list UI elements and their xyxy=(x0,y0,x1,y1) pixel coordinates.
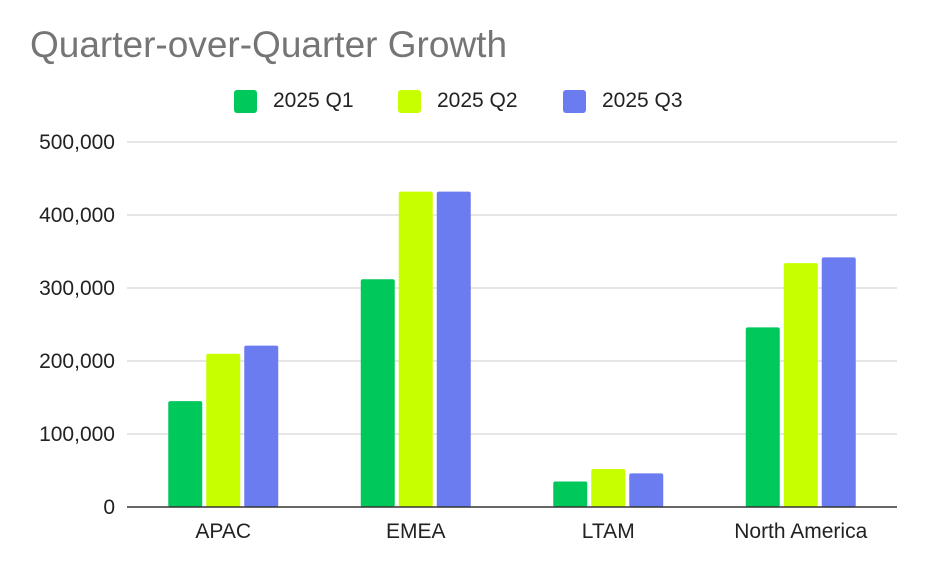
bar-north-america-2025-q2[interactable] xyxy=(783,263,818,507)
x-tick-label: North America xyxy=(734,520,867,543)
legend-swatch-q3 xyxy=(563,89,586,113)
x-tick-label: APAC xyxy=(195,520,251,543)
bar-ltam-2025-q3[interactable] xyxy=(629,473,664,507)
legend-swatch-q1 xyxy=(234,89,257,113)
x-axis-ticks: APAC EMEA LTAM North America xyxy=(195,520,867,543)
bar-ltam-2025-q1[interactable] xyxy=(553,481,588,507)
chart-title: Quarter-over-Quarter Growth xyxy=(30,24,508,65)
legend-item-q3[interactable]: 2025 Q3 xyxy=(563,86,683,116)
gridlines xyxy=(127,141,897,435)
y-tick-label: 0 xyxy=(103,496,115,519)
bar-emea-2025-q1[interactable] xyxy=(360,279,395,507)
bar-emea-2025-q3[interactable] xyxy=(436,191,471,507)
y-tick-label: 100,000 xyxy=(39,423,115,446)
bar-apac-2025-q3[interactable] xyxy=(244,345,279,507)
y-tick-label: 500,000 xyxy=(39,131,115,154)
bars xyxy=(168,191,856,507)
legend-label-q2: 2025 Q2 xyxy=(437,89,518,112)
legend-item-q2[interactable]: 2025 Q2 xyxy=(398,86,518,116)
legend: 2025 Q1 2025 Q2 2025 Q3 xyxy=(0,86,926,116)
legend-item-q1[interactable]: 2025 Q1 xyxy=(234,86,354,116)
y-axis-ticks: 0 100,000 200,000 300,000 400,000 500,000 xyxy=(39,131,115,519)
bar-apac-2025-q2[interactable] xyxy=(206,353,241,507)
legend-label-q3: 2025 Q3 xyxy=(602,89,683,112)
bar-emea-2025-q2[interactable] xyxy=(398,191,433,507)
legend-label-q1: 2025 Q1 xyxy=(273,89,354,112)
bar-north-america-2025-q3[interactable] xyxy=(821,257,856,507)
bar-ltam-2025-q2[interactable] xyxy=(591,469,626,507)
y-tick-label: 300,000 xyxy=(39,277,115,300)
x-tick-label: LTAM xyxy=(582,520,635,543)
bar-apac-2025-q1[interactable] xyxy=(168,401,203,507)
y-tick-label: 200,000 xyxy=(39,350,115,373)
legend-swatch-q2 xyxy=(398,89,421,113)
x-tick-label: EMEA xyxy=(386,520,446,543)
bar-north-america-2025-q1[interactable] xyxy=(745,327,780,507)
y-tick-label: 400,000 xyxy=(39,204,115,227)
